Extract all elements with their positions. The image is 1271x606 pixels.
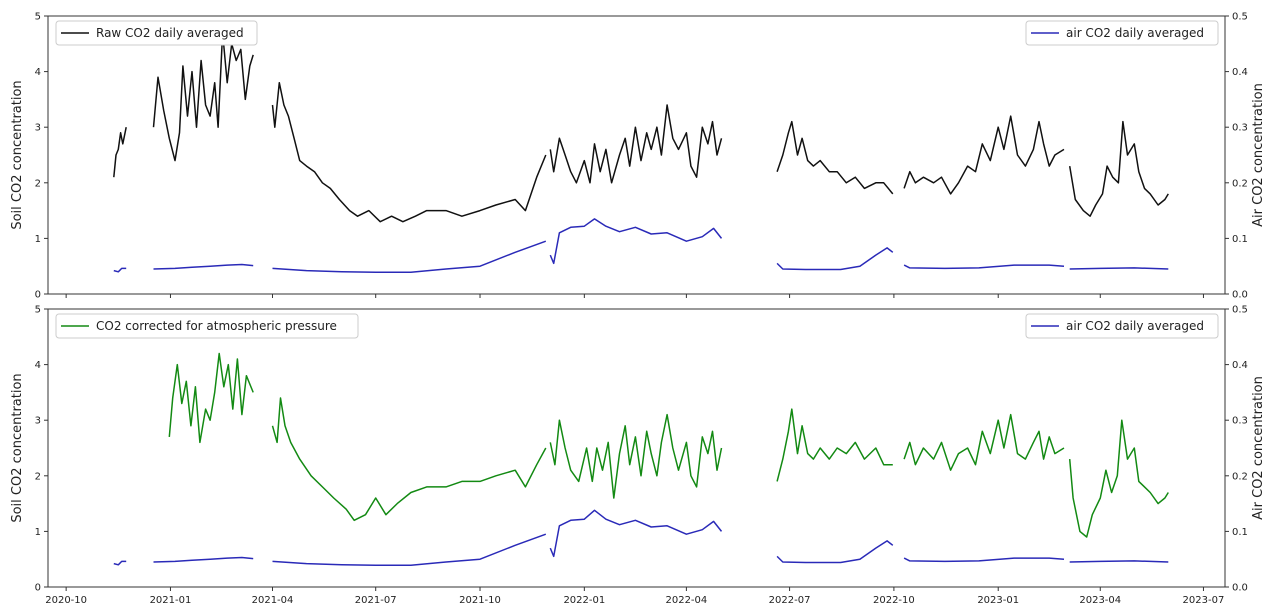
bottom-soil-series-segment <box>550 415 721 498</box>
bottom-air-series-segment <box>273 534 546 565</box>
top-right-ytick-label: 0.5 <box>1232 12 1248 23</box>
top-soil-series-segment <box>777 122 893 194</box>
top-right-ytick-label: 0.1 <box>1232 234 1248 245</box>
bottom-xtick-label: 2023-01 <box>977 595 1019 606</box>
top-soil-series-segment <box>114 127 126 177</box>
bottom-legend-right: air CO2 daily averaged <box>1026 314 1218 338</box>
top-soil-series-segment <box>1070 122 1169 217</box>
top-air-series-segment <box>777 248 893 270</box>
bottom-xtick-label: 2021-01 <box>150 595 192 606</box>
bottom-left-ylabel: Soil CO2 concentration <box>10 373 25 522</box>
top-right-ytick-label: 0.3 <box>1232 123 1248 134</box>
top-soil-series-segment <box>154 33 254 161</box>
bottom-right-ytick-label: 0.2 <box>1232 471 1248 482</box>
bottom-left-ytick-label: 2 <box>35 471 41 482</box>
bottom-series-layer <box>114 354 1169 566</box>
bottom-xtick-label: 2023-07 <box>1183 595 1225 606</box>
top-right-ytick-label: 0.0 <box>1232 290 1248 301</box>
bottom-soil-series-segment <box>777 409 893 481</box>
bottom-xtick-label: 2022-01 <box>563 595 605 606</box>
top-legend-left: Raw CO2 daily averaged <box>56 21 257 45</box>
top-air-series-segment <box>273 241 546 272</box>
bottom-xtick-label: 2022-07 <box>769 595 811 606</box>
top-left-ytick-label: 4 <box>35 67 41 78</box>
top-left-ytick-label: 0 <box>35 290 41 301</box>
bottom-right-ytick-label: 0.0 <box>1232 583 1248 594</box>
bottom-xticks: 2020-10 2021-01 2021-04 2021-07 2021-10 2022-… <box>45 587 1224 606</box>
top-right-ytick-label: 0.4 <box>1232 67 1248 78</box>
bottom-xtick-label: 2021-04 <box>252 595 294 606</box>
bottom-left-ytick-label: 1 <box>35 527 41 538</box>
top-legend-left-label: Raw CO2 daily averaged <box>96 26 244 40</box>
bottom-soil-series-segment <box>273 398 546 520</box>
bottom-air-series-segment <box>777 541 893 563</box>
bottom-air-series-segment <box>904 558 1064 561</box>
top-left-yticks: 0 1 2 3 4 5 <box>35 12 48 301</box>
top-left-ytick-label: 5 <box>35 12 41 23</box>
top-left-ylabel: Soil CO2 concentration <box>10 80 25 229</box>
bottom-left-ytick-label: 3 <box>35 416 41 427</box>
top-legend-right: air CO2 daily averaged <box>1026 21 1218 45</box>
bottom-soil-series-segment <box>904 415 1064 471</box>
top-soil-series-segment <box>904 116 1064 194</box>
bottom-soil-series-segment <box>169 354 253 443</box>
bottom-xtick-label: 2023-04 <box>1079 595 1121 606</box>
top-left-ytick-label: 2 <box>35 178 41 189</box>
top-soil-series-segment <box>273 83 546 222</box>
bottom-soil-series-segment <box>1070 420 1169 537</box>
top-legend-right-label: air CO2 daily averaged <box>1066 26 1204 40</box>
bottom-xtick-label: 2021-10 <box>459 595 501 606</box>
bottom-xtick-label: 2022-10 <box>873 595 915 606</box>
bottom-left-ytick-label: 0 <box>35 583 41 594</box>
top-panel: 0 1 2 3 4 5 0.0 0.1 0.2 0.3 0.4 0.5 Soil CO2 conce… <box>10 12 1266 301</box>
top-right-ylabel: Air CO2 concentration <box>1251 83 1266 227</box>
bottom-air-series-segment <box>114 561 126 564</box>
top-left-ytick-label: 1 <box>35 234 41 245</box>
top-air-series-segment <box>904 265 1064 268</box>
top-xticks <box>66 294 1203 298</box>
bottom-legend-left-label: CO2 corrected for atmospheric pressure <box>96 319 337 333</box>
bottom-panel: 0 1 2 3 4 5 0.0 0.1 0.2 0.3 0.4 0.5 2020-10 2021-01… <box>10 305 1266 606</box>
top-right-yticks: 0.0 0.1 0.2 0.3 0.4 0.5 <box>1225 12 1248 301</box>
top-soil-series-segment <box>550 105 721 183</box>
bottom-xtick-label: 2020-10 <box>45 595 87 606</box>
bottom-legend-right-label: air CO2 daily averaged <box>1066 319 1204 333</box>
bottom-air-series-segment <box>154 558 254 563</box>
bottom-left-ytick-label: 4 <box>35 360 41 371</box>
bottom-left-yticks: 0 1 2 3 4 5 <box>35 305 48 594</box>
bottom-right-ytick-label: 0.5 <box>1232 305 1248 316</box>
top-air-series-segment <box>154 265 254 270</box>
bottom-right-yticks: 0.0 0.1 0.2 0.3 0.4 0.5 <box>1225 305 1248 594</box>
bottom-xtick-label: 2022-04 <box>665 595 707 606</box>
bottom-right-ytick-label: 0.3 <box>1232 416 1248 427</box>
top-air-series-segment <box>550 219 721 264</box>
bottom-right-ytick-label: 0.1 <box>1232 527 1248 538</box>
top-air-series-segment <box>1070 268 1169 269</box>
bottom-air-series-segment <box>550 510 721 556</box>
bottom-xtick-label: 2021-07 <box>355 595 397 606</box>
top-series-layer <box>114 33 1169 273</box>
bottom-right-ytick-label: 0.4 <box>1232 360 1248 371</box>
bottom-air-series-segment <box>1070 561 1169 562</box>
top-air-series-segment <box>114 268 126 271</box>
top-right-ytick-label: 0.2 <box>1232 178 1248 189</box>
top-left-ytick-label: 3 <box>35 123 41 134</box>
bottom-right-ylabel: Air CO2 concentration <box>1251 376 1266 520</box>
bottom-legend-left: CO2 corrected for atmospheric pressure <box>56 314 358 338</box>
bottom-left-ytick-label: 5 <box>35 305 41 316</box>
